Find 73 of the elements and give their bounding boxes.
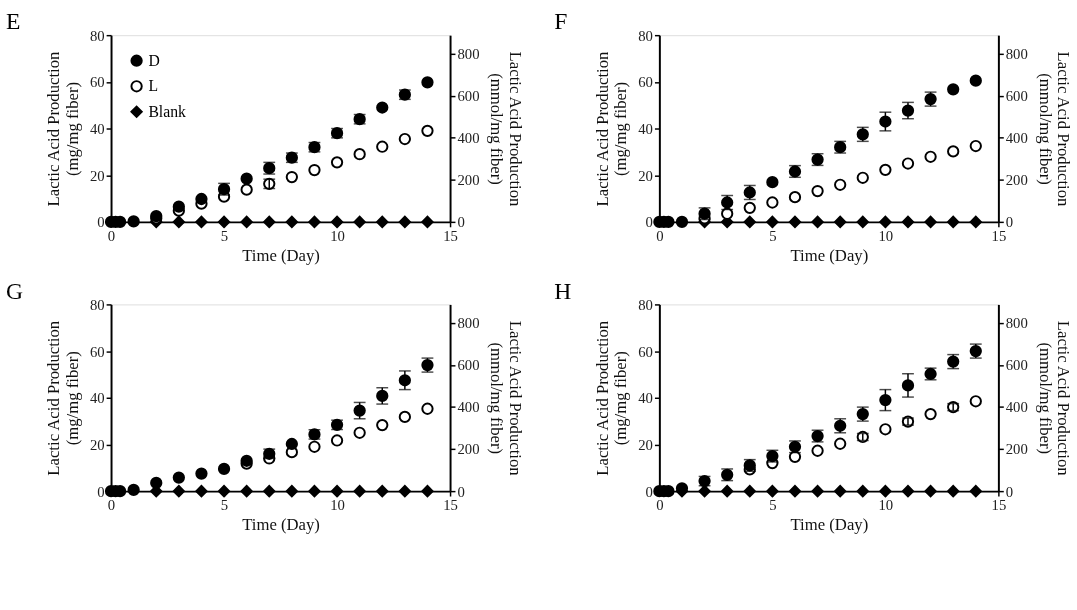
x-tick-label: 10 [330, 228, 345, 245]
y-tick-label: 40 [89, 390, 105, 407]
y2-tick-label: 200 [457, 441, 480, 458]
x-tick-label: 5 [220, 228, 229, 245]
x-tick-label: 15 [443, 228, 458, 245]
y-tick-label: 40 [89, 120, 105, 137]
y2-tick-label: 800 [1005, 315, 1028, 332]
y-tick-label: 0 [97, 483, 105, 500]
legend-label: L [148, 77, 158, 95]
y2-tick-label: 0 [1005, 483, 1014, 500]
y-tick-label: 20 [89, 167, 105, 184]
y-tick-label: 20 [89, 436, 105, 453]
y2-tick-label: 800 [1005, 46, 1028, 63]
y2-axis-title: Lactic Acid Production (mmol/mg fiber) [487, 51, 525, 208]
y-tick-label: 0 [97, 214, 105, 231]
x-tick-label: 10 [878, 497, 894, 514]
y2-tick-label: 400 [1005, 399, 1028, 416]
y-tick-label: 80 [89, 27, 105, 44]
x-tick-label: 5 [769, 228, 777, 245]
y-tick-label: 20 [638, 436, 653, 453]
y2-tick-label: 200 [1005, 441, 1028, 458]
y-axis-title: Lactic Acid Production (mg/mg fiber) [592, 50, 631, 207]
y-tick-label: 40 [638, 120, 653, 137]
x-axis-title: Time (Day) [242, 245, 320, 265]
x-axis-title: Time (Day) [242, 514, 320, 534]
x-tick-label: 10 [878, 228, 894, 245]
x-axis-title: Time (Day) [790, 245, 869, 265]
y2-tick-label: 600 [457, 88, 480, 105]
y-tick-label: 40 [638, 390, 653, 407]
y-tick-label: 80 [89, 296, 105, 313]
y-tick-label: 80 [638, 296, 653, 313]
y2-tick-label: 400 [457, 399, 480, 416]
chart-title: F [554, 8, 568, 35]
x-tick-label: 5 [220, 497, 229, 514]
y2-axis-title: Lactic Acid Production (mmol/mg fiber) [1035, 51, 1074, 208]
y2-tick-label: 600 [1005, 357, 1028, 374]
x-tick-label: 10 [330, 497, 345, 514]
y2-axis-title: Lactic Acid Production (mmol/mg fiber) [1035, 320, 1074, 477]
y2-tick-label: 200 [1005, 172, 1028, 189]
legend-label: D [148, 51, 160, 69]
x-tick-label: 15 [991, 228, 1007, 245]
chart-title: H [554, 277, 572, 304]
y2-tick-label: 400 [457, 130, 480, 147]
y-tick-label: 60 [638, 74, 653, 91]
y2-tick-label: 200 [457, 172, 480, 189]
y2-tick-label: 0 [1005, 214, 1014, 231]
y-tick-label: 60 [89, 74, 105, 91]
x-tick-label: 0 [656, 497, 664, 514]
y2-tick-label: 800 [457, 46, 480, 63]
y-axis-title: Lactic Acid Production (mg/mg fiber) [44, 320, 83, 476]
y-tick-label: 80 [638, 27, 653, 44]
y-axis-title: Lactic Acid Production (mg/mg fiber) [592, 320, 631, 476]
y2-tick-label: 400 [1005, 130, 1028, 147]
x-tick-label: 15 [991, 497, 1007, 514]
legend-label: Blank [148, 102, 187, 120]
y-tick-label: 0 [645, 483, 653, 500]
y2-tick-label: 0 [457, 483, 465, 500]
y2-tick-label: 600 [1005, 88, 1028, 105]
y2-tick-label: 600 [457, 357, 480, 374]
chart-title: G [5, 277, 23, 304]
y2-tick-label: 800 [457, 315, 480, 332]
y-tick-label: 20 [638, 167, 653, 184]
x-tick-label: 0 [656, 228, 664, 245]
y-axis-title: Lactic Acid Production (mg/mg fiber) [44, 50, 83, 207]
chart-title: E [5, 8, 21, 35]
x-tick-label: 15 [443, 497, 458, 514]
y2-axis-title: Lactic Acid Production (mmol/mg fiber) [487, 320, 525, 477]
y2-tick-label: 0 [457, 214, 465, 231]
x-tick-label: 5 [769, 497, 777, 514]
x-axis-title: Time (Day) [790, 514, 869, 534]
y-tick-label: 60 [638, 343, 653, 360]
y-tick-label: 60 [89, 343, 105, 360]
y-tick-label: 0 [645, 214, 653, 231]
